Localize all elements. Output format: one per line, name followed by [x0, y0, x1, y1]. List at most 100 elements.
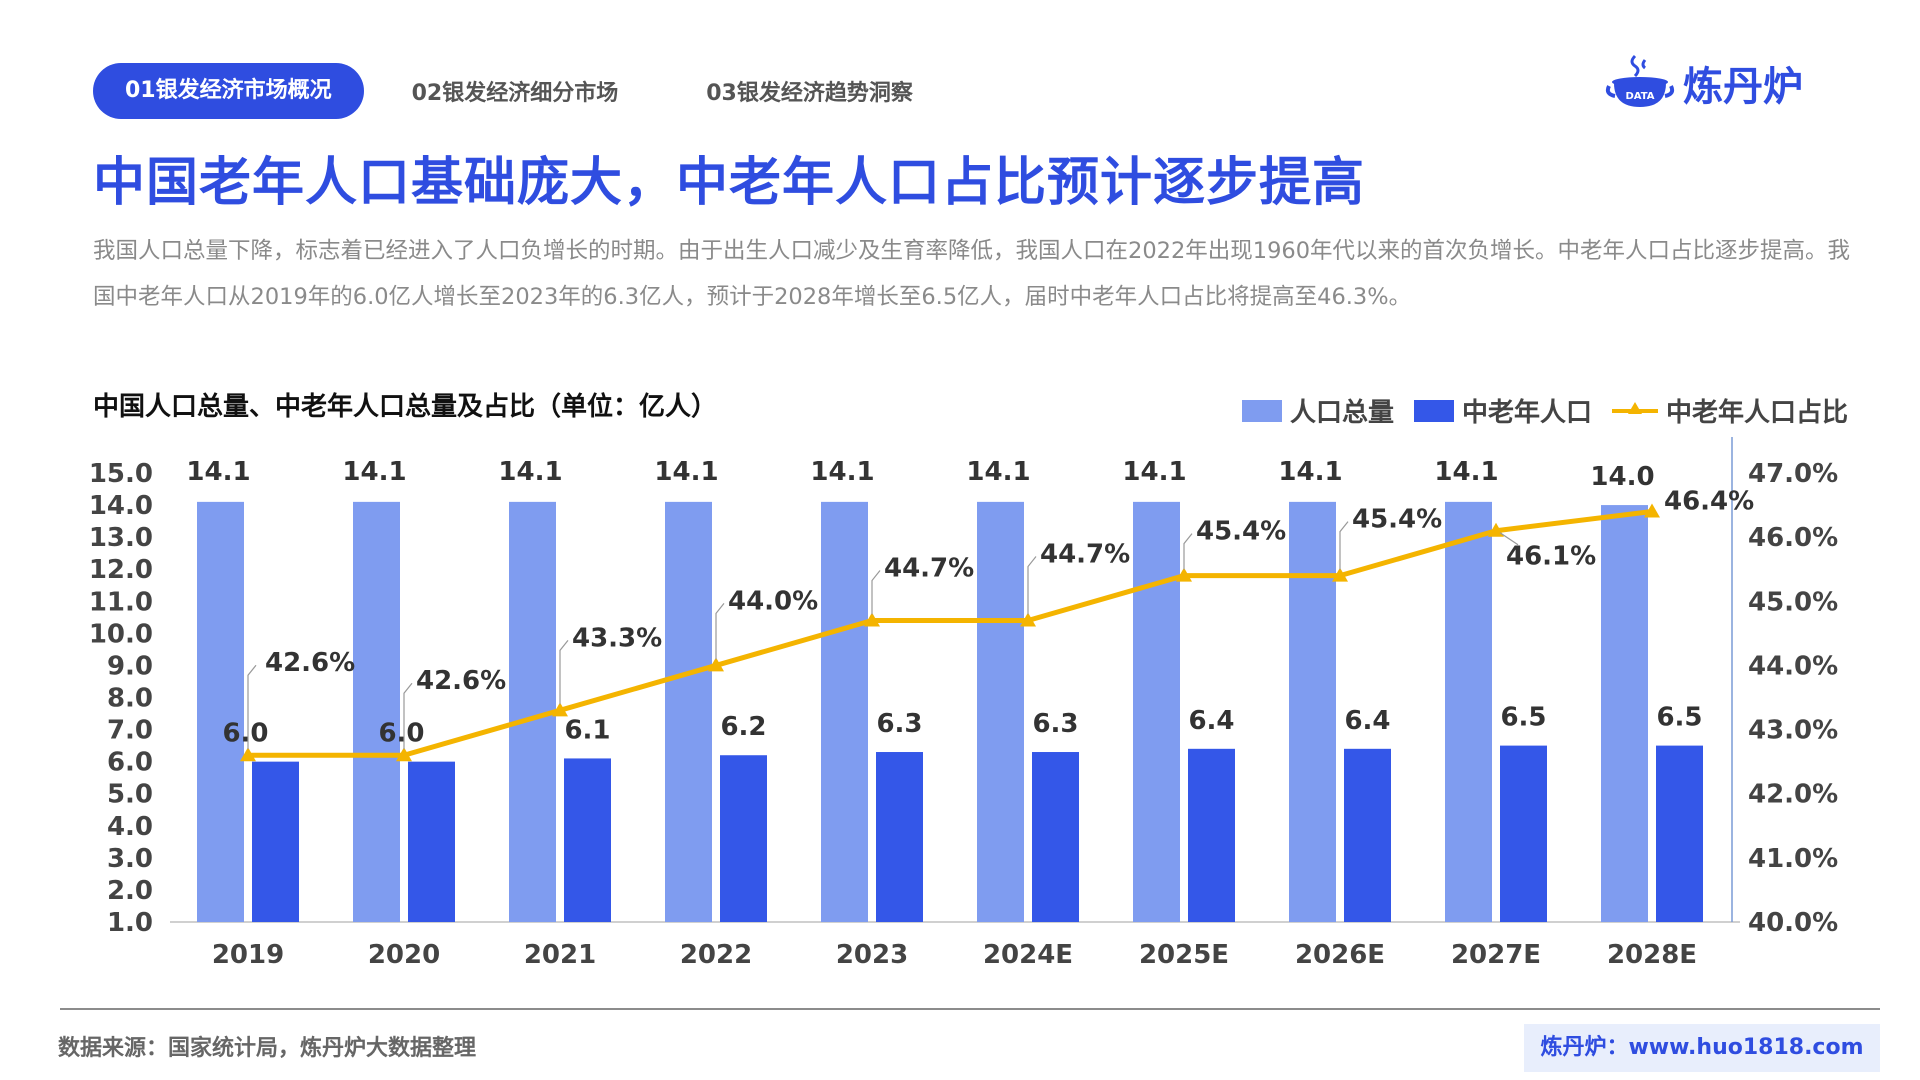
ratio-point: [1644, 503, 1660, 518]
tab-market-overview[interactable]: 01银发经济市场概况: [93, 63, 364, 119]
bar-total-population: [1133, 501, 1180, 922]
ratio-point: [1332, 567, 1348, 582]
bar-elderly-value-label: 6.0: [378, 719, 424, 749]
ratio-label-leader: [715, 603, 725, 660]
y-right-tick-label: 45.0%: [1748, 587, 1838, 617]
ratio-value-label: 42.6%: [416, 666, 506, 696]
bar-elderly-population: [720, 755, 767, 922]
ratio-value-label: 42.6%: [265, 648, 355, 678]
bar-elderly-value-label: 6.3: [876, 709, 922, 739]
x-tick-label: 2028E: [1607, 940, 1697, 970]
bar-elderly-value-label: 6.4: [1344, 706, 1390, 736]
ratio-point: [240, 747, 256, 762]
brand-logo: DATA 炼丹炉: [1605, 48, 1835, 118]
bar-total-value-label: 14.1: [498, 457, 562, 487]
x-tick-label: 2019: [212, 940, 284, 970]
ratio-value-label: 46.1%: [1506, 542, 1596, 572]
bar-elderly-value-label: 6.0: [222, 719, 268, 749]
y-left-tick-label: 3.0: [107, 844, 153, 874]
bar-elderly-population: [1656, 745, 1703, 922]
tab-trend-insight[interactable]: 03银发经济趋势洞察: [706, 81, 913, 106]
ratio-point: [552, 702, 568, 717]
ratio-label-leader: [1499, 532, 1519, 546]
x-tick-label: 2023: [836, 940, 908, 970]
bar-elderly-value-label: 6.3: [1032, 709, 1078, 739]
ratio-point: [864, 612, 880, 627]
bar-total-value-label: 14.1: [810, 457, 874, 487]
bar-elderly-population: [1032, 752, 1079, 922]
page-title: 中国老年人口基础庞大，中老年人口占比预计逐步提高: [93, 153, 1366, 213]
bar-elderly-value-label: 6.1: [564, 715, 610, 745]
ratio-value-label: 44.0%: [728, 586, 818, 616]
ratio-label-leader: [1339, 521, 1349, 570]
y-right-tick-label: 46.0%: [1748, 523, 1838, 553]
legend-swatch-ratio: [1611, 400, 1658, 422]
tab-segment-market[interactable]: 02银发经济细分市场: [411, 81, 619, 106]
bar-elderly-value-label: 6.2: [720, 712, 766, 742]
ratio-label-leader: [559, 639, 569, 705]
chart-title: 中国人口总量、中老年人口总量及占比（单位：亿人）: [93, 392, 718, 422]
x-tick-label: 2022: [680, 940, 752, 970]
legend-item-ratio: 中老年人口占比: [1611, 392, 1848, 429]
bar-total-value-label: 14.1: [966, 457, 1030, 487]
y-left-tick-label: 10.0: [89, 619, 153, 649]
bar-total-value-label: 14.1: [654, 457, 718, 487]
x-tick-label: 2020: [368, 940, 440, 970]
ratio-value-label: 45.4%: [1352, 505, 1442, 535]
y-left-tick-label: 1.0: [107, 908, 153, 938]
ratio-value-label: 44.7%: [884, 554, 974, 584]
ratio-label-leader: [1183, 533, 1193, 570]
y-right-tick-label: 43.0%: [1748, 716, 1838, 746]
y-left-tick-label: 13.0: [89, 523, 153, 553]
bar-elderly-population: [876, 752, 923, 922]
cauldron-icon: DATA: [1605, 54, 1675, 107]
y-left-tick-label: 5.0: [107, 780, 153, 810]
logo-text: 炼丹炉: [1683, 64, 1803, 110]
bar-total-population: [821, 501, 868, 922]
ratio-value-label: 45.4%: [1196, 517, 1286, 547]
x-tick-label: 2025E: [1139, 940, 1229, 970]
ratio-point: [1176, 567, 1192, 582]
bar-elderly-value-label: 6.4: [1188, 706, 1234, 736]
legend-label-total: 人口总量: [1289, 398, 1394, 428]
ratio-line: [248, 509, 1653, 758]
legend-label-ratio: 中老年人口占比: [1665, 398, 1848, 428]
y-left-tick-label: 6.0: [107, 748, 153, 778]
legend-item-total: 人口总量: [1241, 392, 1394, 429]
bar-total-population: [1601, 505, 1648, 922]
legend-item-elderly: 中老年人口: [1413, 392, 1592, 429]
y-left-tick-label: 12.0: [89, 555, 153, 585]
footer-divider: [60, 1008, 1880, 1010]
x-tick-label: 2026E: [1295, 940, 1385, 970]
legend-label-elderly: 中老年人口: [1461, 398, 1592, 428]
bar-elderly-population: [1188, 748, 1235, 922]
bar-elderly-value-label: 6.5: [1656, 703, 1702, 733]
ratio-value-label: 43.3%: [572, 623, 662, 653]
bar-total-population: [665, 501, 712, 922]
y-left-tick-label: 7.0: [107, 716, 153, 746]
ratio-point: [396, 747, 412, 762]
bar-total-population: [353, 501, 400, 922]
y-left-tick-label: 15.0: [89, 459, 153, 489]
ratio-point: [708, 657, 724, 672]
y-left-tick-label: 4.0: [107, 812, 153, 842]
y-left-tick-label: 9.0: [107, 651, 153, 681]
population-chart: 15.014.013.012.011.010.09.08.07.06.05.04…: [89, 437, 1838, 970]
bar-elderly-population: [1500, 745, 1547, 922]
y-right-tick-label: 44.0%: [1748, 651, 1838, 681]
bar-total-value-label: 14.1: [1434, 457, 1498, 487]
x-tick-label: 2024E: [983, 940, 1073, 970]
bar-elderly-value-label: 6.5: [1500, 703, 1546, 733]
ratio-label-leader: [403, 682, 413, 750]
ratio-point: [1020, 612, 1036, 627]
y-left-tick-label: 14.0: [89, 491, 153, 521]
chart-legend: 人口总量 中老年人口 中老年人口占比: [1222, 392, 1848, 429]
bar-total-population: [197, 501, 244, 922]
bar-total-value-label: 14.0: [1590, 462, 1654, 492]
logo-badge-text: DATA: [1625, 91, 1654, 102]
y-left-tick-label: 11.0: [89, 587, 153, 617]
website-link[interactable]: 炼丹炉：www.huo1818.com: [1524, 1024, 1880, 1072]
data-source: 数据来源：国家统计局，炼丹炉大数据整理: [58, 1036, 477, 1061]
y-right-tick-label: 40.0%: [1748, 908, 1838, 938]
bar-total-value-label: 14.1: [1122, 457, 1186, 487]
